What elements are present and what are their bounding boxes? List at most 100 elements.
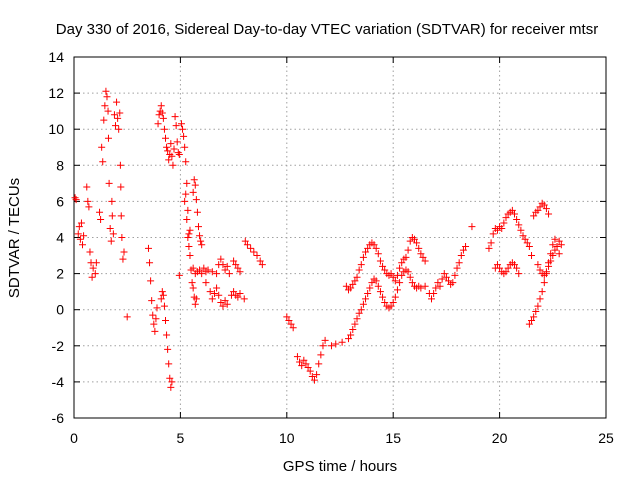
data-point	[536, 203, 544, 211]
data-point	[453, 264, 461, 272]
data-point	[538, 288, 546, 296]
data-point	[502, 268, 510, 276]
data-point	[150, 320, 158, 328]
data-point	[489, 230, 497, 238]
data-point	[342, 282, 350, 290]
data-point	[213, 270, 221, 278]
data-point	[421, 282, 429, 290]
data-point	[402, 253, 410, 261]
data-point	[517, 226, 525, 234]
data-point	[525, 243, 533, 251]
data-point	[192, 196, 200, 204]
data-point	[304, 363, 312, 371]
data-point	[182, 158, 190, 166]
data-point	[462, 243, 470, 251]
data-point	[547, 257, 555, 265]
data-point	[223, 300, 231, 308]
y-tick-label: 4	[56, 230, 64, 246]
data-point	[104, 107, 112, 115]
data-point	[157, 295, 165, 303]
data-point	[374, 250, 382, 258]
data-point	[351, 320, 359, 328]
data-point	[306, 367, 314, 375]
data-point	[200, 264, 208, 272]
data-point	[345, 335, 353, 343]
data-point	[510, 210, 518, 218]
data-point	[368, 279, 376, 287]
data-point	[540, 271, 548, 279]
data-point	[198, 270, 206, 278]
data-point	[283, 313, 291, 321]
data-point	[202, 279, 210, 287]
data-point	[71, 194, 79, 202]
data-point	[186, 226, 194, 234]
data-point	[362, 295, 370, 303]
data-point	[102, 87, 110, 95]
data-point	[327, 342, 335, 350]
data-point	[459, 246, 467, 254]
data-point	[398, 271, 406, 279]
data-point	[173, 138, 181, 146]
axis-ticks: 0 5 10 15 20 25 -6 -4 -2 0 2 4 6 8 10 12 14	[48, 49, 614, 446]
data-point	[381, 298, 389, 306]
data-point	[523, 239, 531, 247]
data-point	[175, 150, 183, 158]
y-tick-label: -2	[52, 338, 65, 354]
data-point	[370, 241, 378, 249]
data-point	[75, 223, 83, 231]
chart-title: Day 330 of 2016, Sidereal Day-to-day VTE…	[56, 21, 598, 38]
y-tick-label: -6	[52, 410, 65, 426]
data-point	[96, 208, 104, 216]
data-point	[315, 360, 323, 368]
data-point	[110, 111, 118, 119]
data-point	[493, 226, 501, 234]
data-point	[549, 241, 557, 249]
y-axis-label: SDTVAR / TECUs	[6, 178, 23, 298]
data-point	[493, 261, 501, 269]
data-point	[366, 284, 374, 292]
data-point	[536, 295, 544, 303]
data-point	[188, 279, 196, 287]
data-point	[184, 206, 192, 214]
data-point	[206, 288, 214, 296]
data-point	[165, 156, 173, 164]
x-tick-label: 15	[385, 430, 401, 446]
data-points	[71, 87, 565, 391]
data-point	[164, 147, 172, 155]
data-point	[513, 215, 521, 223]
data-point	[230, 257, 238, 265]
data-point	[171, 113, 179, 121]
x-tick-label: 20	[492, 430, 508, 446]
data-point	[287, 320, 295, 328]
data-point	[225, 270, 233, 278]
data-point	[198, 241, 206, 249]
data-point	[415, 244, 423, 252]
data-point	[317, 351, 325, 359]
data-point	[332, 340, 340, 348]
data-point	[183, 179, 191, 187]
data-point	[219, 302, 227, 310]
data-point	[555, 250, 563, 258]
data-point	[240, 295, 248, 303]
data-point	[190, 176, 198, 184]
data-point	[359, 253, 367, 261]
data-point	[197, 237, 205, 245]
data-point	[387, 270, 395, 278]
data-point	[114, 114, 122, 122]
data-point	[157, 102, 165, 110]
data-point	[250, 248, 258, 256]
data-point	[217, 255, 225, 263]
data-point	[434, 279, 442, 287]
data-point	[408, 279, 416, 287]
data-point	[230, 288, 238, 296]
data-point	[219, 261, 227, 269]
data-point	[179, 125, 187, 133]
data-point	[428, 295, 436, 303]
data-point	[208, 268, 216, 276]
data-point	[147, 277, 155, 285]
data-point	[406, 237, 414, 245]
data-point	[374, 282, 382, 290]
data-point	[174, 149, 182, 157]
data-point	[236, 289, 244, 297]
